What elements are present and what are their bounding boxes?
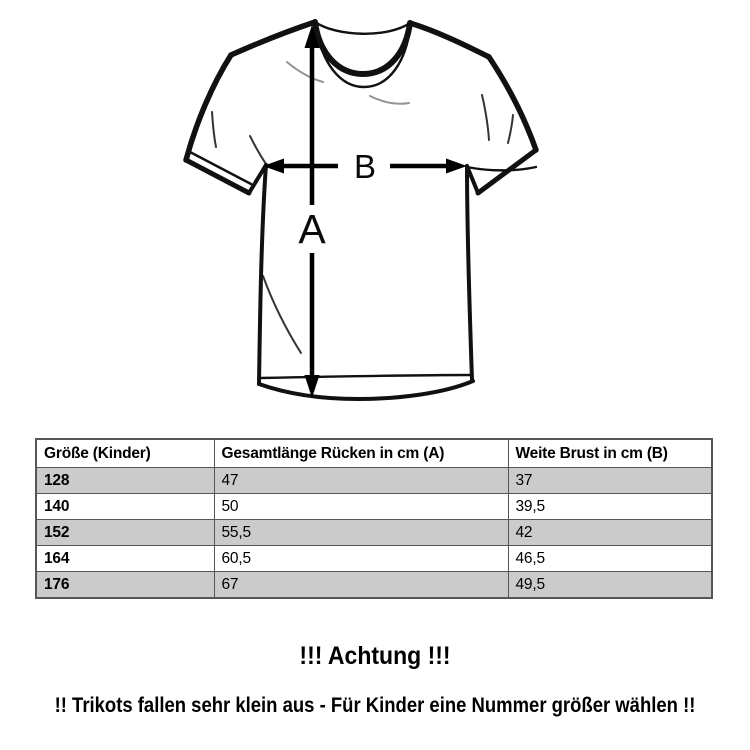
cell-chest-width: 39,5 — [507, 493, 713, 520]
column-header-size: Größe (Kinder) — [35, 438, 215, 468]
table-row: 176 67 49,5 — [35, 571, 713, 599]
table-row: 128 47 37 — [35, 467, 713, 494]
cell-chest-width: 46,5 — [507, 545, 713, 572]
collar-band — [312, 19, 413, 77]
cell-chest-width: 37 — [507, 467, 713, 494]
warning-message: !! Trikots fallen sehr klein aus - Für K… — [54, 694, 696, 717]
tshirt-measurement-diagram: A B — [183, 19, 539, 401]
chest-shading-lines — [286, 61, 410, 105]
table-header-row: Größe (Kinder) Gesamtlänge Rücken in cm … — [35, 438, 713, 468]
cell-back-length: 67 — [213, 571, 509, 599]
warning-title: !!! Achtung !!! — [299, 642, 451, 670]
fabric-wrinkle-lines — [211, 94, 514, 354]
cell-back-length: 60,5 — [213, 545, 509, 572]
cell-back-length: 50 — [213, 493, 509, 520]
column-header-back-length: Gesamtlänge Rücken in cm (A) — [213, 438, 509, 468]
cell-chest-width: 49,5 — [507, 571, 713, 599]
cell-size: 164 — [35, 545, 215, 572]
tshirt-outline — [183, 19, 539, 401]
measurement-arrow-a — [304, 25, 320, 398]
cell-back-length: 47 — [213, 467, 509, 494]
size-table: Größe (Kinder) Gesamtlänge Rücken in cm … — [35, 438, 713, 599]
cell-size: 140 — [35, 493, 215, 520]
cell-chest-width: 42 — [507, 519, 713, 546]
cell-size: 152 — [35, 519, 215, 546]
table-row: 152 55,5 42 — [35, 519, 713, 546]
measurement-label-a: A — [298, 206, 326, 252]
table-row: 164 60,5 46,5 — [35, 545, 713, 572]
cell-size: 128 — [35, 467, 215, 494]
table-row: 140 50 39,5 — [35, 493, 713, 520]
cell-size: 176 — [35, 571, 215, 599]
measurement-label-b: B — [354, 148, 376, 185]
cell-back-length: 55,5 — [213, 519, 509, 546]
measurement-arrow-b — [263, 158, 467, 174]
column-header-chest-width: Weite Brust in cm (B) — [507, 438, 713, 468]
